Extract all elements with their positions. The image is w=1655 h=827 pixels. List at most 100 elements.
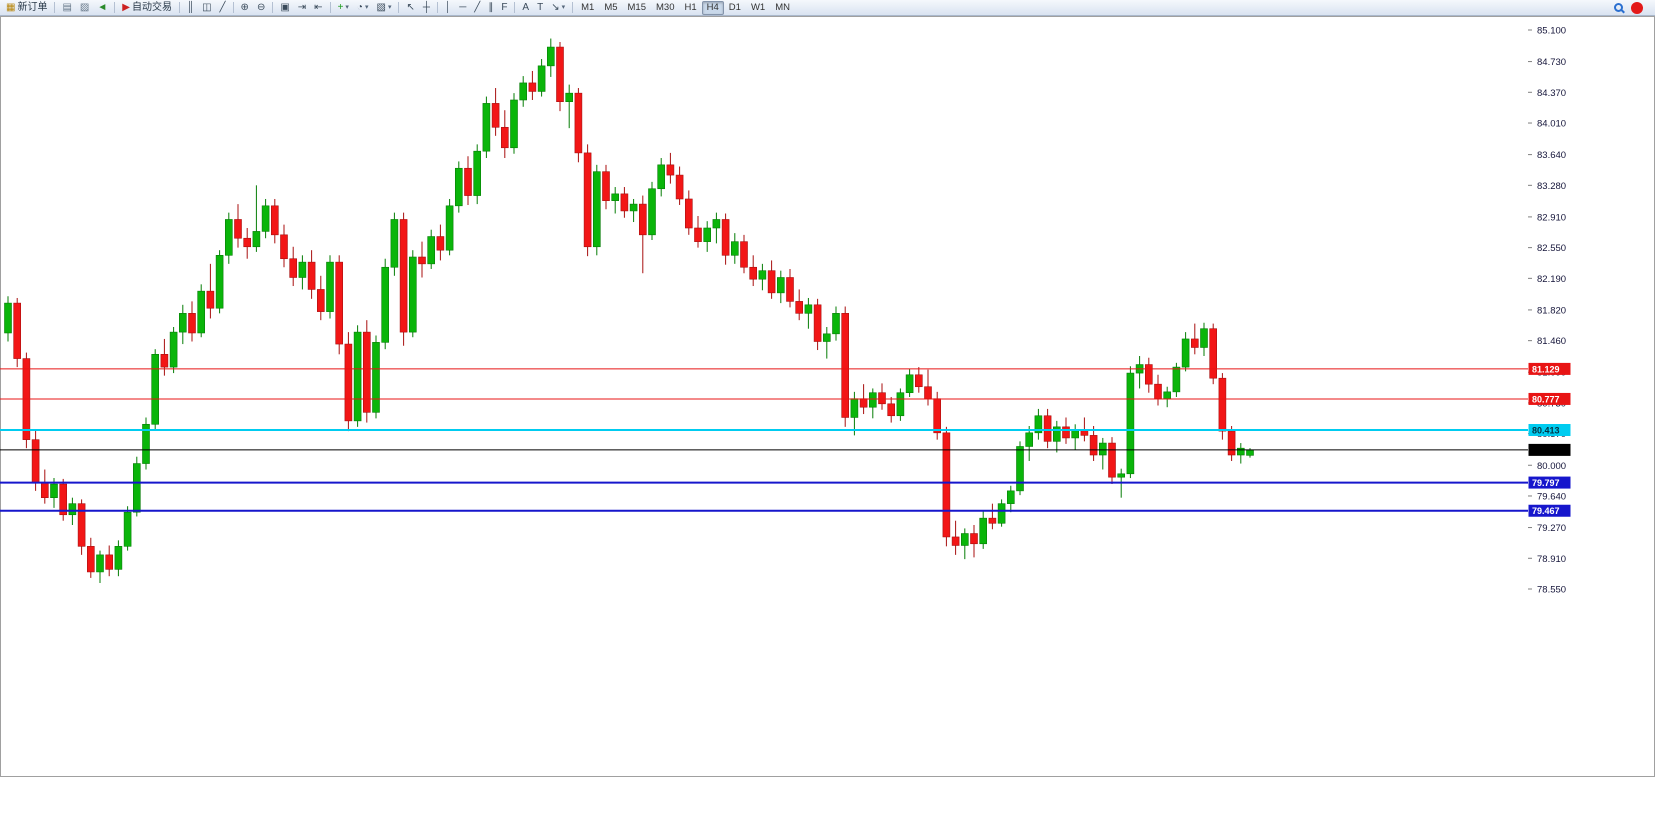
candle	[703, 227, 712, 242]
candle	[1016, 446, 1024, 492]
timeframe-m30-button[interactable]: M30	[656, 2, 675, 13]
sounds-icon[interactable]: ◄	[93, 1, 111, 15]
bars-chart-icon[interactable]: ║	[183, 1, 198, 15]
candle	[362, 331, 371, 413]
candle	[942, 432, 951, 538]
line-chart-icon: ╱	[219, 1, 226, 13]
candlestick-chart-icon[interactable]: ◫	[198, 1, 215, 15]
candle	[114, 546, 123, 570]
chart-window-frame	[0, 16, 1655, 777]
horizontal-line-icon: ─	[459, 1, 467, 13]
template-icon[interactable]: ▧ ▾	[372, 1, 395, 15]
candle	[1200, 328, 1208, 348]
arrows-icon[interactable]: ↘ ▾	[547, 1, 569, 15]
candle	[804, 304, 813, 314]
crosshair-icon[interactable]: ┼	[419, 1, 434, 15]
zoom-out-icon[interactable]: ⊖	[253, 1, 269, 15]
candle	[1006, 490, 1015, 504]
candle	[684, 198, 693, 229]
timeframe-m5-button[interactable]: M5	[604, 2, 618, 13]
candle	[970, 533, 978, 545]
new-chart-icon[interactable]: + ▾	[334, 1, 353, 15]
autotrading-button[interactable]: ▶ 自动交易	[118, 1, 176, 15]
candle	[574, 92, 583, 154]
candle	[629, 203, 638, 212]
line-chart-icon[interactable]: ╱	[216, 1, 230, 15]
label-icon[interactable]: T	[533, 1, 547, 15]
template-icon: ▧	[376, 1, 386, 13]
timeframe-d1-button[interactable]: D1	[728, 2, 741, 13]
candle	[454, 167, 463, 207]
candle	[933, 398, 942, 434]
price-axis[interactable]: 85.100 84.730 84.370 84.010 83.640 83.280 82.9…	[1528, 26, 1566, 596]
svg-text:82.550: 82.550	[1537, 243, 1566, 254]
new-order-button[interactable]: ▦ 新订单	[2, 1, 51, 15]
charts-grid-icon[interactable]: ▤	[58, 1, 75, 15]
candle	[1237, 447, 1245, 456]
candle	[307, 261, 316, 290]
toolbar-separator	[54, 2, 56, 13]
candle	[648, 188, 656, 236]
candle	[215, 255, 224, 309]
toolbar: ▦ 新订单 ▤ ▨ ◄ ▶ 自动交易 ║ ◫ ╱ ⊕ ⊖ ▣ ⇥ ⇤ + ▾ ◔ ▾ ▧ ▾ ↖ ┼ │ ─ ╱ ∥ F A T ↘ ▾ M1 M…	[0, 0, 1655, 16]
candle	[887, 403, 896, 417]
cursor-icon[interactable]: ↖	[402, 1, 418, 15]
profiles-icon[interactable]: ▨	[76, 1, 93, 15]
candle	[133, 463, 141, 513]
candle	[528, 82, 537, 92]
timeframe-m15-button[interactable]: M15	[627, 2, 646, 13]
zoom-in-icon[interactable]: ⊕	[237, 1, 253, 15]
candle	[105, 554, 113, 570]
candle	[546, 46, 555, 67]
candle	[832, 313, 840, 335]
candle	[1181, 338, 1190, 368]
candle	[859, 398, 868, 408]
candle	[188, 313, 196, 334]
horizontal-line-icon[interactable]: ─	[455, 1, 470, 15]
svg-text:85.100: 85.100	[1537, 26, 1566, 37]
chart-shift-icon[interactable]: ⇤	[310, 1, 326, 15]
candle	[841, 313, 850, 418]
charts-grid-icon: ▤	[62, 1, 72, 13]
toolbar-separator	[572, 2, 574, 13]
candle	[786, 277, 794, 302]
period-clock-icon[interactable]: ◔ ▾	[353, 1, 373, 15]
candle	[1034, 415, 1043, 434]
candle	[795, 301, 804, 314]
price-badge	[1528, 504, 1571, 517]
new-chart-icon: +	[337, 1, 344, 13]
candle	[1163, 391, 1171, 399]
candle	[335, 261, 344, 345]
autoscroll-icon[interactable]: ⇥	[294, 1, 310, 15]
candle	[914, 374, 923, 388]
svg-text:82.190: 82.190	[1537, 274, 1566, 285]
tile-windows-icon[interactable]: ▣	[276, 1, 293, 15]
toolbar-separator	[232, 2, 234, 13]
candle	[1089, 435, 1098, 456]
channel-icon[interactable]: ∥	[484, 1, 497, 15]
timeframe-m1-button[interactable]: M1	[581, 2, 595, 13]
trendline-icon[interactable]: ╱	[470, 1, 484, 15]
candle	[666, 164, 675, 176]
timeframe-h1-button[interactable]: H1	[684, 2, 697, 13]
svg-text:79.270: 79.270	[1537, 523, 1566, 534]
timeframe-w1-button[interactable]: W1	[750, 2, 766, 13]
level-lines-layer[interactable]: 81.129 80.777 80.413 79.797 79.467	[0, 362, 1571, 517]
candle	[924, 386, 932, 399]
svg-text:84.370: 84.370	[1537, 88, 1566, 99]
timeframe-mn-button[interactable]: MN	[775, 2, 790, 13]
candle	[50, 483, 58, 498]
vertical-line-icon[interactable]: │	[441, 1, 455, 15]
text-icon[interactable]: A	[518, 1, 533, 15]
candle	[289, 258, 298, 278]
timeframe-h4-button[interactable]: H4	[701, 0, 724, 15]
candle	[234, 219, 242, 239]
candle	[13, 302, 21, 359]
candle	[997, 503, 1006, 524]
candle	[4, 302, 12, 334]
search-icon[interactable]	[1614, 3, 1623, 12]
toolbar-right	[1614, 1, 1653, 14]
fibonacci-icon[interactable]: F	[497, 1, 511, 15]
notification-badge[interactable]	[1631, 1, 1643, 14]
